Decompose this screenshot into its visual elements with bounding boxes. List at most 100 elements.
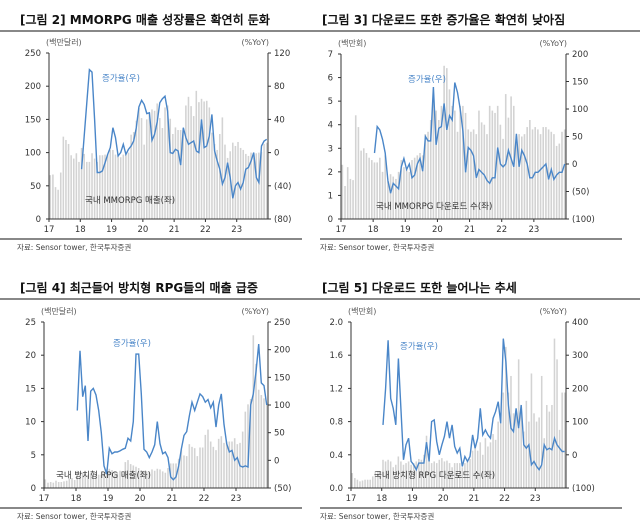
right-tick-label: 200 [572,50,588,60]
left-tick-label: 3 [328,144,333,154]
bar [99,155,101,219]
x-tick-label: 22 [199,494,210,504]
right-tick-label: 120 [274,49,290,59]
bar [499,124,502,219]
left-tick-label: 150 [25,115,41,125]
bar [119,157,122,219]
bar [433,461,435,488]
bar [113,471,116,488]
figure-3-panel: [그림 3] 다운로드 또한 증가율은 확연히 낮아짐 (백만회) (%YoY) 0 1… [320,0,640,266]
bar [540,375,543,488]
bar [518,134,520,219]
bar [182,131,185,219]
left-tick-label: 20 [25,351,36,361]
bar [180,449,183,488]
x-tick-label: 22 [200,225,211,235]
bar [47,482,49,488]
bar-series-label: 국내 방치형 RPG 매출(좌) [56,470,151,481]
mmorpg-downloads-chart: [그림 3] 다운로드 또한 증가율은 확연히 낮아짐(백만회) (%YoY)01… [320,12,640,252]
bar [92,473,95,488]
bar [403,167,405,219]
bar [145,119,148,219]
source-note: 자료: Sensor tower, 한국투자증권 [320,243,434,252]
bar [381,171,384,219]
bar [228,441,231,488]
bar [553,134,555,219]
bar [561,392,563,488]
yoy-growth-line [76,344,268,481]
bar [389,174,392,219]
bar [84,473,87,488]
source-note: 자료: Sensor tower, 한국투자증권 [320,512,434,521]
bar [255,363,257,488]
bar [395,178,397,219]
bar [233,438,236,488]
bar [167,468,169,488]
bar [212,446,215,488]
bar [72,158,75,219]
bar [255,153,258,219]
left-tick-label: 1.2 [329,384,343,394]
bar [237,141,239,219]
bar [101,155,104,219]
bar [100,474,103,488]
bar [546,405,548,488]
right-tick-label: 0 [572,451,577,461]
bar [87,474,89,488]
bar [177,130,179,219]
bar [488,105,491,219]
bar [55,480,57,488]
figure-5-panel: [그림 5] 다운로드 또한 늘어나는 추세 (백만회) (%YoY) 0.0 0.4 0… [320,268,640,532]
bar [81,472,84,488]
bar [461,467,464,488]
bar [203,101,205,219]
x-tick-label: 19 [400,225,411,235]
bar [425,435,428,488]
bar [242,149,245,219]
bar [200,98,203,219]
left-tick-label: 5 [31,451,36,461]
x-tick-label: 17 [336,225,347,235]
bar [68,478,71,488]
bar [520,406,522,488]
mmorpg-revenue-chart: [그림 2] MMORPG 매출 성장률은 확연히 둔화 (백만달러) (%YoY)… [0,12,320,252]
bar [467,129,470,219]
right-tick-label: 200 [274,346,290,356]
bar [199,447,201,488]
bar [159,118,161,219]
bar [91,153,93,219]
x-tick-label: 18 [368,225,379,235]
bar [216,149,218,219]
bar [103,473,105,488]
bar [59,172,62,219]
right-tick-label: (50) [274,484,291,494]
bar [65,480,68,488]
bar [357,127,360,219]
bar [73,480,76,488]
bar [387,181,389,219]
bar [555,145,558,219]
bar [225,441,228,488]
left-tick-label: 0.8 [329,418,343,428]
bar [231,441,233,488]
bar [161,128,164,219]
bar [201,447,204,488]
bar [198,102,200,219]
bar [484,438,487,488]
bar [400,160,403,219]
right-tick-label: 50 [274,429,285,439]
bar [109,149,112,219]
bar [60,482,63,488]
right-axis-unit: (%YoY) [242,38,269,47]
bar [117,155,119,219]
bar [419,153,421,219]
figure-title: [그림 5] 다운로드 또한 늘어나는 추세 [322,280,517,295]
bar [512,413,515,488]
bar [525,400,528,488]
source-note: 자료: Sensor tower, 한국투자증권 [17,243,131,252]
bar [454,110,456,219]
bar [351,473,354,488]
bar [252,152,255,219]
left-axis-unit: (백만달러) [46,37,82,47]
left-tick-label: 4 [328,121,333,131]
